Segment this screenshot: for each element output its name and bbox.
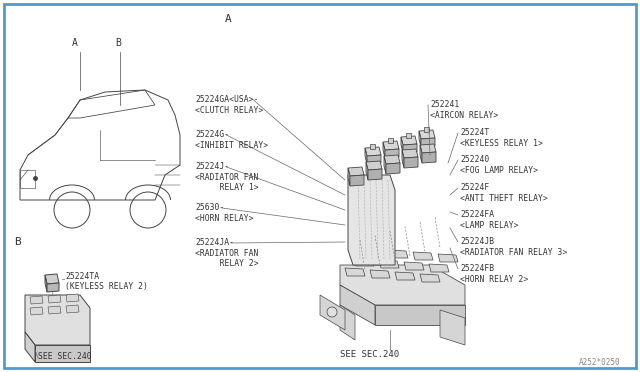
Polygon shape (48, 295, 61, 303)
Polygon shape (419, 130, 435, 139)
Polygon shape (45, 274, 59, 284)
Text: 25224F: 25224F (460, 183, 489, 192)
Polygon shape (340, 305, 355, 340)
Text: SEE SEC.240: SEE SEC.240 (340, 350, 399, 359)
Polygon shape (345, 268, 365, 276)
Polygon shape (422, 152, 436, 163)
Polygon shape (438, 254, 458, 262)
Polygon shape (421, 138, 435, 147)
Text: A: A (72, 38, 78, 48)
Text: 25224J-: 25224J- (195, 162, 229, 171)
Text: <RADIATOR FAN: <RADIATOR FAN (195, 173, 259, 182)
Text: <RADIATOR FAN: <RADIATOR FAN (195, 249, 259, 258)
Polygon shape (367, 155, 381, 164)
Text: RELAY 1>: RELAY 1> (205, 183, 259, 192)
Polygon shape (45, 275, 47, 292)
Polygon shape (366, 161, 382, 170)
Polygon shape (35, 345, 90, 362)
Polygon shape (403, 144, 417, 153)
Polygon shape (368, 169, 382, 180)
Polygon shape (340, 285, 375, 325)
Bar (388, 138, 393, 143)
Text: 25224FB: 25224FB (460, 264, 494, 273)
Text: 25224GA<USA>-: 25224GA<USA>- (195, 95, 259, 104)
Polygon shape (365, 147, 381, 156)
Polygon shape (350, 175, 364, 186)
Bar (424, 127, 429, 132)
Text: <ANTI THEFT RELAY>: <ANTI THEFT RELAY> (460, 194, 548, 203)
Polygon shape (404, 157, 418, 168)
Text: 25224JB: 25224JB (460, 237, 494, 246)
Text: <KEYLESS RELAY 1>: <KEYLESS RELAY 1> (460, 139, 543, 148)
Text: RELAY 2>: RELAY 2> (205, 259, 259, 268)
Polygon shape (429, 264, 449, 272)
Polygon shape (66, 305, 79, 313)
Polygon shape (348, 167, 364, 176)
Polygon shape (383, 142, 385, 158)
Polygon shape (401, 136, 417, 145)
Polygon shape (379, 260, 399, 268)
Text: (KEYLESS RELAY 2): (KEYLESS RELAY 2) (65, 282, 148, 291)
Text: 25224JA-: 25224JA- (195, 238, 234, 247)
Polygon shape (365, 148, 367, 164)
Text: <HORN RELAY>: <HORN RELAY> (195, 214, 253, 223)
Bar (20, 170, 35, 188)
Polygon shape (66, 294, 79, 302)
Text: <FOG LAMP RELAY>: <FOG LAMP RELAY> (460, 166, 538, 175)
Text: <HORN RELAY 2>: <HORN RELAY 2> (460, 275, 528, 284)
Text: A: A (225, 14, 232, 24)
Polygon shape (354, 258, 374, 266)
Text: <CLUTCH RELAY>: <CLUTCH RELAY> (195, 106, 263, 115)
Circle shape (327, 307, 337, 317)
Polygon shape (440, 310, 465, 345)
Polygon shape (420, 145, 422, 163)
Text: 25224G-: 25224G- (195, 130, 229, 139)
Polygon shape (363, 248, 383, 256)
Polygon shape (402, 149, 418, 158)
Polygon shape (25, 332, 35, 362)
Text: 25630-: 25630- (195, 203, 224, 212)
Text: A252*0250: A252*0250 (579, 358, 620, 367)
Text: 25224T: 25224T (460, 128, 489, 137)
Polygon shape (401, 137, 403, 153)
Polygon shape (388, 250, 408, 258)
Text: B: B (14, 237, 20, 247)
Polygon shape (384, 155, 400, 164)
Polygon shape (385, 149, 399, 158)
Polygon shape (366, 162, 368, 180)
Bar (370, 144, 375, 149)
Polygon shape (413, 252, 433, 260)
Polygon shape (383, 141, 399, 150)
Polygon shape (320, 295, 345, 330)
Polygon shape (375, 305, 465, 325)
Text: <RADIATOR FAN RELAY 3>: <RADIATOR FAN RELAY 3> (460, 248, 567, 257)
Text: <LAMP RELAY>: <LAMP RELAY> (460, 221, 518, 230)
Polygon shape (30, 296, 43, 304)
Polygon shape (370, 270, 390, 278)
Polygon shape (340, 265, 465, 305)
Polygon shape (404, 262, 424, 270)
Text: B: B (115, 38, 121, 48)
Polygon shape (48, 306, 61, 314)
Text: <INHIBIT RELAY>: <INHIBIT RELAY> (195, 141, 268, 150)
Text: <AIRCON RELAY>: <AIRCON RELAY> (430, 111, 499, 120)
Polygon shape (402, 150, 404, 168)
Text: 25224TA: 25224TA (65, 272, 99, 281)
Text: 252241: 252241 (430, 100, 460, 109)
Text: SEE SEC.240: SEE SEC.240 (38, 352, 92, 361)
Polygon shape (395, 272, 415, 280)
Polygon shape (419, 131, 421, 147)
Polygon shape (420, 274, 440, 282)
Bar (406, 133, 411, 138)
Polygon shape (386, 163, 400, 174)
Text: 25224FA: 25224FA (460, 210, 494, 219)
Polygon shape (348, 168, 350, 186)
Polygon shape (420, 144, 436, 153)
Polygon shape (47, 283, 59, 292)
Polygon shape (30, 307, 43, 315)
Polygon shape (384, 156, 386, 174)
Polygon shape (348, 175, 395, 265)
Polygon shape (25, 295, 90, 345)
Text: 252240: 252240 (460, 155, 489, 164)
